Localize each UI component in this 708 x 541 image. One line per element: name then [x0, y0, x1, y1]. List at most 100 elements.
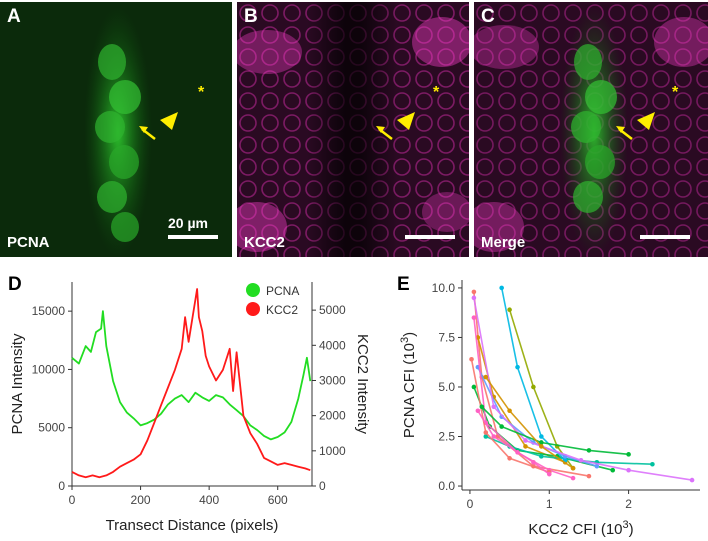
x-tick-label: 200 [131, 493, 151, 507]
panel-letter-e: E [397, 274, 410, 295]
y-tick-label: 5.0 [438, 380, 455, 394]
x-tick-label: 2 [625, 497, 632, 511]
data-point [507, 408, 512, 414]
y-tick-label-left: 0 [58, 479, 65, 493]
data-point [499, 424, 504, 429]
y-tick-label-left: 5000 [38, 421, 65, 435]
channel-label-merge: Merge [481, 234, 526, 251]
arrowhead-marker [397, 112, 415, 130]
y-axis-title-right: KCC2 Intensity [354, 334, 370, 435]
data-point [479, 404, 485, 410]
data-point [515, 364, 520, 370]
data-point [483, 430, 489, 435]
series-line-kcc2 [71, 288, 311, 479]
x-axis-title: KCC2 CFI (103) [528, 519, 633, 538]
data-point [539, 454, 544, 459]
y-tick-label: 7.5 [438, 330, 455, 344]
y-tick-label: 2.5 [438, 430, 455, 444]
y-tick-label-right: 5000 [319, 303, 346, 317]
x-tick-label: 0 [69, 493, 76, 507]
data-point [539, 444, 544, 449]
data-point [578, 457, 584, 463]
data-point [586, 473, 592, 479]
intensity-line-chart: 0 200 400 600 0 5000 10000 15000 0 1000 2000 3000 40… [9, 282, 370, 534]
data-point [531, 384, 536, 390]
series-line-pcna [71, 310, 312, 441]
data-point [483, 374, 489, 380]
series-line [473, 297, 693, 481]
merge-micrograph-panel: * C Merge [474, 2, 708, 257]
arrowhead-marker [637, 112, 655, 130]
series-line [485, 376, 574, 469]
data-point [570, 465, 576, 471]
data-point [539, 440, 544, 445]
data-point [469, 356, 474, 362]
data-point [546, 471, 552, 477]
x-tick-label: 600 [268, 493, 288, 507]
asterisk-marker: * [672, 84, 679, 101]
data-point [471, 315, 477, 320]
series-line [500, 287, 566, 461]
legend-swatch-kcc2 [246, 302, 260, 316]
data-point [483, 434, 489, 439]
x-tick-label: 0 [467, 497, 474, 511]
data-point [594, 463, 600, 469]
data-point [610, 467, 616, 473]
y-tick-label-right: 2000 [319, 409, 346, 423]
data-point [491, 404, 497, 410]
kcc2-micrograph-panel: * B KCC2 [237, 2, 469, 257]
data-point [539, 434, 544, 439]
data-point [499, 285, 504, 291]
channel-label-pcna: PCNA [7, 234, 50, 251]
panel-letter-a: A [7, 6, 21, 27]
y-tick-label-left: 10000 [32, 362, 66, 376]
data-point [475, 408, 481, 414]
y-tick-label: 10.0 [432, 281, 456, 295]
series-line [470, 359, 550, 473]
y-tick-label-right: 3000 [319, 373, 346, 387]
y-tick-label-right: 0 [319, 479, 326, 493]
y-tick-label-right: 4000 [319, 338, 346, 352]
legend-label-kcc2: KCC2 [266, 303, 298, 317]
x-axis-title: Transect Distance (pixels) [106, 517, 279, 534]
panel-letter-b: B [244, 6, 258, 27]
data-point [689, 477, 695, 483]
data-point [626, 452, 631, 457]
asterisk-marker: * [198, 84, 205, 101]
merge-micrograph-image: * [474, 2, 708, 257]
pcna-micrograph-image: * [0, 2, 232, 257]
scale-bar [168, 235, 218, 239]
panel-letter-d: D [8, 274, 22, 295]
data-point [471, 289, 477, 295]
legend-swatch-pcna [246, 283, 260, 297]
data-point [491, 434, 497, 439]
data-point [531, 459, 536, 465]
data-point [650, 461, 655, 467]
y-axis-title-left: PCNA Intensity [9, 333, 26, 434]
data-point [507, 456, 512, 461]
arrowhead-marker [160, 112, 178, 130]
data-point [570, 475, 576, 481]
x-tick-label: 1 [546, 497, 553, 511]
y-tick-label: 0.0 [438, 479, 455, 493]
panel-letter-c: C [481, 6, 495, 27]
scale-bar [640, 235, 690, 239]
series-line [477, 410, 550, 475]
scale-bar [405, 235, 455, 239]
data-point [523, 444, 528, 449]
channel-label-kcc2: KCC2 [244, 234, 285, 251]
y-tick-label-right: 1000 [319, 444, 346, 458]
legend-label-pcna: PCNA [266, 284, 299, 298]
y-axis-title: PCNA CFI (103) [399, 332, 418, 438]
data-point [471, 384, 477, 390]
y-tick-label-left: 15000 [32, 304, 66, 318]
data-point [507, 307, 512, 313]
cfi-scatter-chart: 0 1 2 0.0 2.5 5.0 7.5 10.0 KCC2 CFI (103) PCNA CF… [399, 280, 700, 538]
pcna-micrograph-panel: * A 20 µm PCNA [0, 2, 232, 257]
kcc2-micrograph-image: * [237, 2, 469, 257]
data-point [626, 467, 631, 473]
scale-bar-label: 20 µm [168, 215, 208, 231]
asterisk-marker: * [433, 84, 440, 101]
data-point [471, 295, 477, 301]
data-point [523, 438, 528, 443]
